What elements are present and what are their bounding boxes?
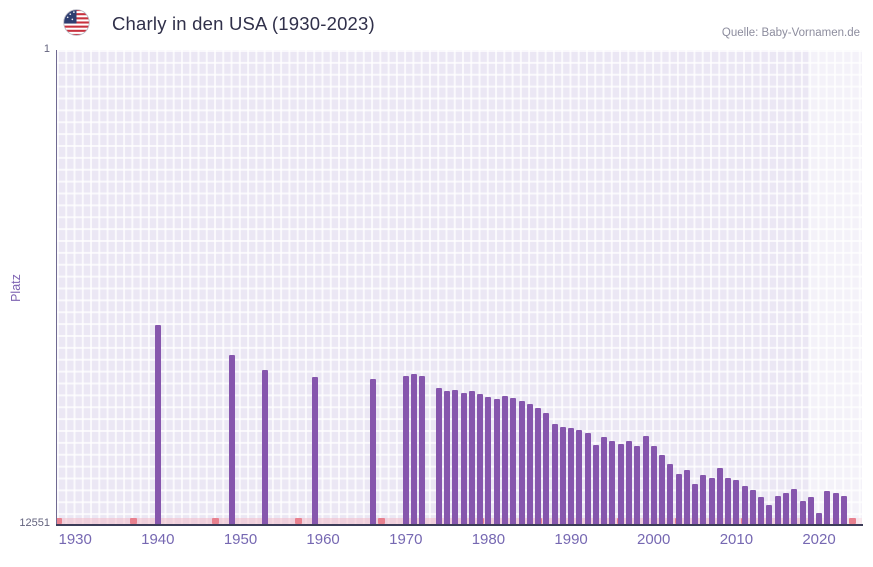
bar[interactable] (749, 490, 756, 525)
bar[interactable] (683, 469, 690, 525)
source-label: Quelle: Baby-Vornamen.de (721, 27, 860, 39)
bar[interactable] (551, 423, 558, 525)
bar[interactable] (816, 513, 822, 525)
x-tick-label: 1940 (141, 531, 175, 548)
unranked-marker (212, 518, 220, 524)
bar[interactable] (650, 446, 657, 525)
bar[interactable] (807, 497, 814, 525)
bar[interactable] (716, 468, 723, 525)
unranked-strip (57, 518, 862, 525)
bar[interactable] (154, 325, 161, 525)
bar[interactable] (411, 373, 417, 525)
x-axis-line (56, 524, 863, 526)
bar[interactable] (642, 436, 649, 525)
x-tick-label: 1970 (389, 531, 423, 548)
bar[interactable] (840, 496, 847, 525)
bar[interactable] (758, 497, 765, 525)
bar[interactable] (229, 355, 236, 525)
unranked-marker (57, 518, 63, 524)
bar[interactable] (568, 428, 575, 525)
y-axis-title: Platz (9, 274, 23, 302)
bar[interactable] (444, 391, 451, 525)
bar[interactable] (601, 437, 608, 525)
bar[interactable] (502, 396, 508, 525)
x-tick-label: 1930 (58, 531, 92, 548)
bar[interactable] (617, 444, 624, 525)
x-tick-label: 1950 (223, 531, 258, 548)
bar[interactable] (518, 401, 525, 525)
y-axis-line (56, 50, 57, 525)
bar[interactable] (791, 489, 798, 525)
bar[interactable] (667, 464, 674, 525)
bar[interactable] (733, 479, 740, 525)
bar[interactable] (493, 398, 500, 525)
bar[interactable] (485, 397, 492, 525)
y-axis-top-label: 1 (43, 43, 50, 55)
bar[interactable] (774, 496, 781, 525)
bar[interactable] (452, 390, 459, 525)
bar[interactable] (477, 394, 484, 525)
bar[interactable] (535, 408, 541, 525)
y-axis-bottom-label: 12551 (19, 517, 50, 529)
x-tick-label: 2020 (802, 531, 836, 548)
bar[interactable] (766, 504, 773, 525)
bar[interactable] (419, 376, 426, 525)
us-flag-icon (63, 9, 90, 36)
x-tick-label: 1980 (471, 531, 506, 548)
bar[interactable] (468, 391, 475, 525)
plot-area (57, 50, 862, 525)
bar[interactable] (824, 490, 831, 525)
bar[interactable] (369, 379, 376, 525)
page-title: Charly in den USA (1930-2023) (112, 13, 375, 34)
bar[interactable] (460, 393, 467, 525)
unranked-marker (129, 518, 137, 524)
x-axis-labels: 1930 1940 1950 1960 1970 1980 1990 2000 2010 2020 (57, 531, 862, 553)
bar[interactable] (634, 446, 641, 525)
bar[interactable] (576, 430, 583, 525)
bar[interactable] (311, 377, 318, 525)
x-tick-label: 1990 (554, 531, 588, 548)
bar[interactable] (435, 388, 442, 525)
bar[interactable] (543, 412, 550, 525)
bar[interactable] (402, 376, 409, 525)
bar[interactable] (799, 500, 806, 525)
bar[interactable] (675, 474, 682, 525)
x-tick-label: 2000 (637, 531, 671, 548)
bar[interactable] (659, 454, 665, 525)
bar[interactable] (741, 486, 748, 525)
bar[interactable] (725, 478, 732, 525)
x-tick-label: 2010 (719, 531, 754, 548)
highlight-band (807, 50, 862, 525)
bar[interactable] (510, 398, 517, 525)
bar[interactable] (559, 426, 566, 525)
bar[interactable] (700, 475, 707, 525)
bar[interactable] (609, 440, 616, 525)
bar[interactable] (526, 404, 533, 525)
unranked-marker (848, 518, 856, 524)
bar[interactable] (625, 440, 632, 525)
bar[interactable] (832, 493, 839, 525)
bar[interactable] (783, 493, 789, 525)
bar[interactable] (584, 433, 591, 525)
bar[interactable] (692, 483, 698, 525)
unranked-marker (377, 518, 385, 524)
bar[interactable] (592, 444, 599, 525)
bar[interactable] (262, 370, 269, 525)
unranked-marker (294, 518, 302, 524)
x-tick-label: 1960 (306, 531, 340, 548)
bar[interactable] (708, 478, 715, 525)
